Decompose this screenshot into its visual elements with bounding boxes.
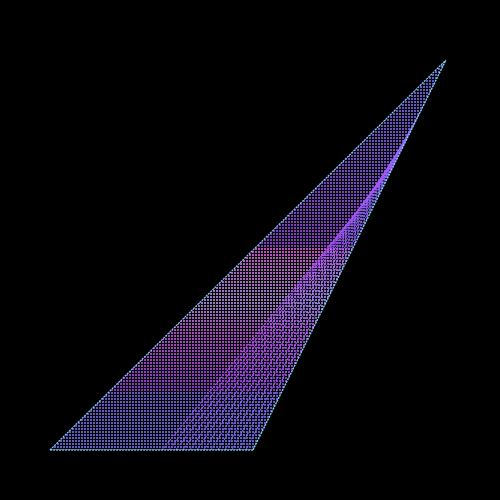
- diagonal-line: [168, 135, 417, 450]
- triangle-edge: [252, 59, 447, 451]
- diagonal-line: [231, 78, 440, 450]
- diagonal-line: [161, 141, 415, 450]
- diagonal-line: [238, 72, 442, 450]
- diagonal-line: [196, 110, 427, 450]
- triangle-edge: [49, 59, 447, 451]
- diagonal-edge-group: [49, 59, 447, 451]
- diagonal-line: [175, 128, 420, 450]
- diagonal-line: [203, 103, 430, 450]
- diagonal-line: [189, 116, 425, 450]
- diagonal-line: [182, 122, 422, 450]
